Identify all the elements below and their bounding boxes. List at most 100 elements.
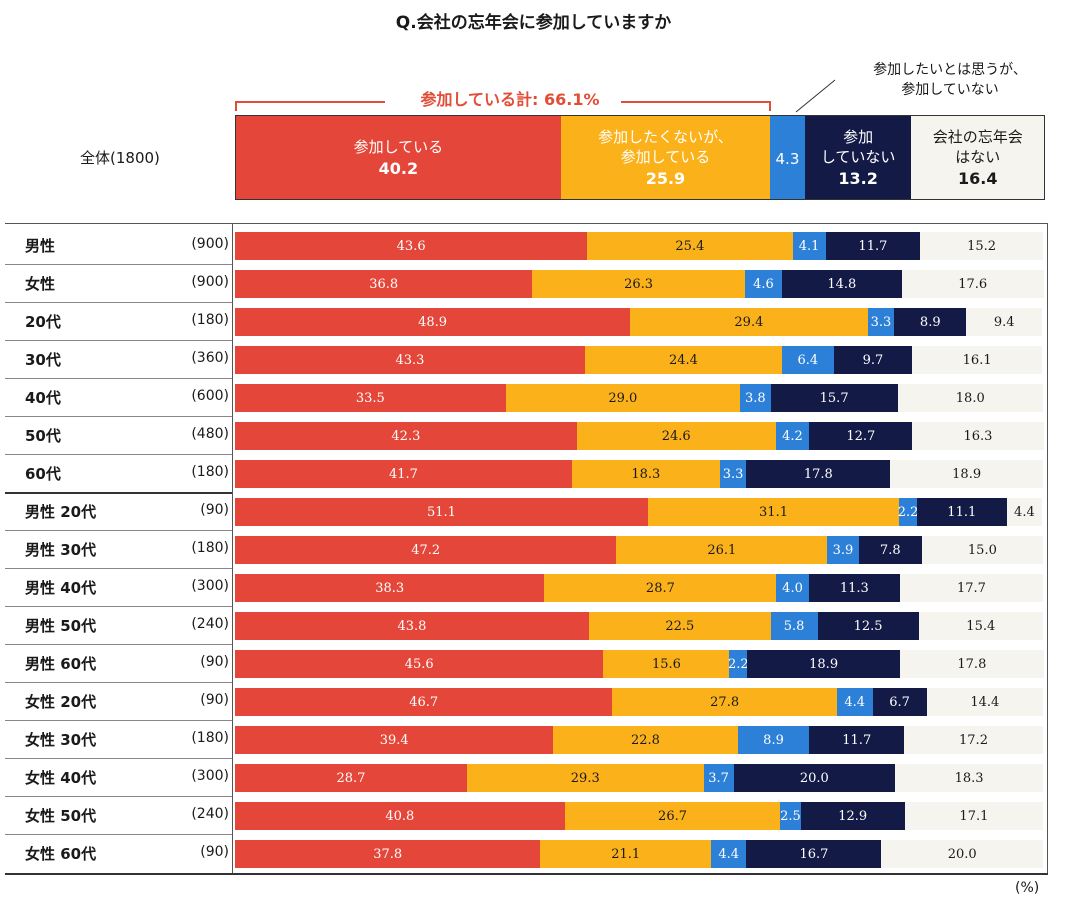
seg-attend: 46.7: [235, 688, 613, 716]
seg-no-party: 14.4: [926, 688, 1043, 716]
segment-value-label: 37.8: [373, 846, 403, 862]
segment-value-label: 17.8: [803, 466, 833, 482]
seg-not-attend: 17.8: [746, 460, 891, 488]
row-sample-size: (180): [191, 540, 229, 556]
row-separator: [5, 454, 232, 455]
seg-reluctant-attend: 22.5: [588, 612, 771, 640]
seg-not-attend: 11.7: [809, 726, 905, 754]
stacked-bar: 39.4 22.8 8.9 11.7 17.2: [235, 726, 1043, 754]
segment-value-label: 6.4: [797, 352, 819, 368]
segment-value-label: 43.8: [397, 618, 427, 634]
stacked-bar: 46.7 27.8 4.4 6.7 14.4: [235, 688, 1043, 716]
seg-no-party: 16.3: [912, 422, 1044, 450]
row-separator: [5, 758, 232, 759]
total-segment-value: 16.4: [957, 169, 998, 188]
segment-value-label: 4.4: [844, 694, 866, 710]
seg-no-party: 17.7: [899, 574, 1043, 602]
segment-value-label: 7.8: [879, 542, 901, 558]
total-seg-not-attend: 参加 していない 13.2: [804, 116, 912, 199]
seg-attend: 40.8: [235, 802, 565, 830]
stacked-bar: 47.2 26.1 3.9 7.8 15.0: [235, 536, 1043, 564]
seg-attend: 37.8: [235, 840, 541, 868]
segment-value-label: 18.0: [955, 390, 985, 406]
seg-not-attend: 12.9: [800, 802, 905, 830]
row-sample-size: (90): [200, 654, 229, 670]
total-segment-value: 13.2: [838, 169, 878, 188]
chart-top-border: [5, 223, 1048, 224]
seg-not-attend: 12.5: [817, 612, 919, 640]
seg-no-party: 17.8: [899, 650, 1044, 678]
segment-value-label: 48.9: [418, 314, 448, 330]
stacked-bar: 33.5 29.0 3.8 15.7 18.0: [235, 384, 1043, 412]
segment-value-label: 21.1: [611, 846, 641, 862]
segment-value-label: 16.7: [799, 846, 829, 862]
seg-no-party: 17.1: [904, 802, 1043, 830]
seg-no-party: 20.0: [881, 840, 1043, 868]
segment-value-label: 4.0: [782, 580, 803, 596]
segment-value-label: 26.7: [658, 808, 687, 824]
segment-value-label: 3.3: [870, 314, 892, 330]
segment-value-label: 33.5: [355, 390, 385, 406]
seg-not-attend: 8.9: [894, 308, 967, 336]
row-label: 女性 30代: [25, 731, 97, 749]
stacked-bar: 28.7 29.3 3.7 20.0 18.3: [235, 764, 1043, 792]
segment-value-label: 4.1: [798, 238, 820, 254]
seg-reluctant-attend: 24.4: [584, 346, 782, 374]
row-separator: [5, 340, 232, 341]
row-sample-size: (360): [191, 350, 229, 366]
seg-want-but-not: 6.4: [782, 346, 834, 374]
seg-no-party: 16.1: [912, 346, 1043, 374]
unit-note: (%): [1015, 880, 1040, 896]
seg-want-but-not: 4.4: [836, 688, 873, 716]
segment-value-label: 14.4: [970, 694, 1000, 710]
segment-value-label: 18.9: [809, 656, 839, 672]
seg-not-attend: 15.7: [770, 384, 898, 412]
seg-want-but-not: 3.9: [827, 536, 859, 564]
row-label: 50代: [25, 427, 61, 445]
seg-want-but-not: 5.8: [770, 612, 818, 640]
segment-value-label: 47.2: [411, 542, 441, 558]
segment-value-label: 8.9: [919, 314, 941, 330]
seg-reluctant-attend: 29.0: [505, 384, 740, 412]
chart-title: Q.会社の忘年会に参加していますか: [395, 13, 672, 33]
row-separator: [5, 834, 232, 835]
total-segment-value: 25.9: [645, 169, 686, 188]
stacked-bar: 48.9 29.4 3.3 8.9 9.4: [235, 308, 1043, 336]
segment-value-label: 3.9: [832, 542, 854, 558]
segment-value-label: 17.1: [959, 808, 989, 824]
segment-value-label: 14.8: [827, 276, 857, 292]
seg-not-attend: 14.8: [782, 270, 902, 298]
seg-attend: 28.7: [235, 764, 467, 792]
seg-reluctant-attend: 28.7: [544, 574, 777, 602]
seg-want-but-not: 4.6: [744, 270, 782, 298]
seg-attend: 36.8: [235, 270, 533, 298]
seg-no-party: 15.4: [918, 612, 1043, 640]
stacked-bar: 45.6 15.6 2.2 18.9 17.8: [235, 650, 1044, 678]
segment-value-label: 15.2: [967, 238, 997, 254]
seg-want-but-not: 4.4: [710, 840, 747, 868]
segment-value-label: 17.6: [958, 276, 988, 292]
seg-no-party: 17.2: [904, 726, 1043, 754]
seg-not-attend: 20.0: [733, 764, 896, 792]
row-separator: [5, 530, 232, 531]
total-seg-want-but-not: 4.3: [770, 116, 805, 199]
row-sample-size: (90): [200, 844, 229, 860]
segment-value-label: 18.3: [631, 466, 661, 482]
segment-value-label: 51.1: [426, 504, 456, 520]
seg-not-attend: 11.1: [916, 498, 1007, 526]
stacked-bar: 51.1 31.1 2.2 11.1 4.4: [235, 498, 1043, 526]
row-label: 女性 20代: [25, 693, 97, 711]
seg-want-but-not: 3.3: [867, 308, 895, 336]
row-sample-size: (90): [200, 692, 229, 708]
seg-want-but-not: 3.8: [740, 384, 771, 412]
total-segment-value: 40.2: [378, 159, 419, 178]
total-stacked-bar: 参加している 40.2 参加したくないが、 参加している 25.9 4.3 参加 していな…: [235, 115, 1045, 200]
seg-attend: 45.6: [235, 650, 604, 678]
segment-value-label: 26.3: [624, 276, 654, 292]
segment-value-label: 43.6: [396, 238, 426, 254]
segment-value-label: 31.1: [759, 504, 788, 520]
row-label: 男性 30代: [25, 541, 97, 559]
segment-value-label: 24.6: [661, 428, 691, 444]
seg-attend: 48.9: [235, 308, 631, 336]
seg-want-but-not: 3.3: [719, 460, 747, 488]
